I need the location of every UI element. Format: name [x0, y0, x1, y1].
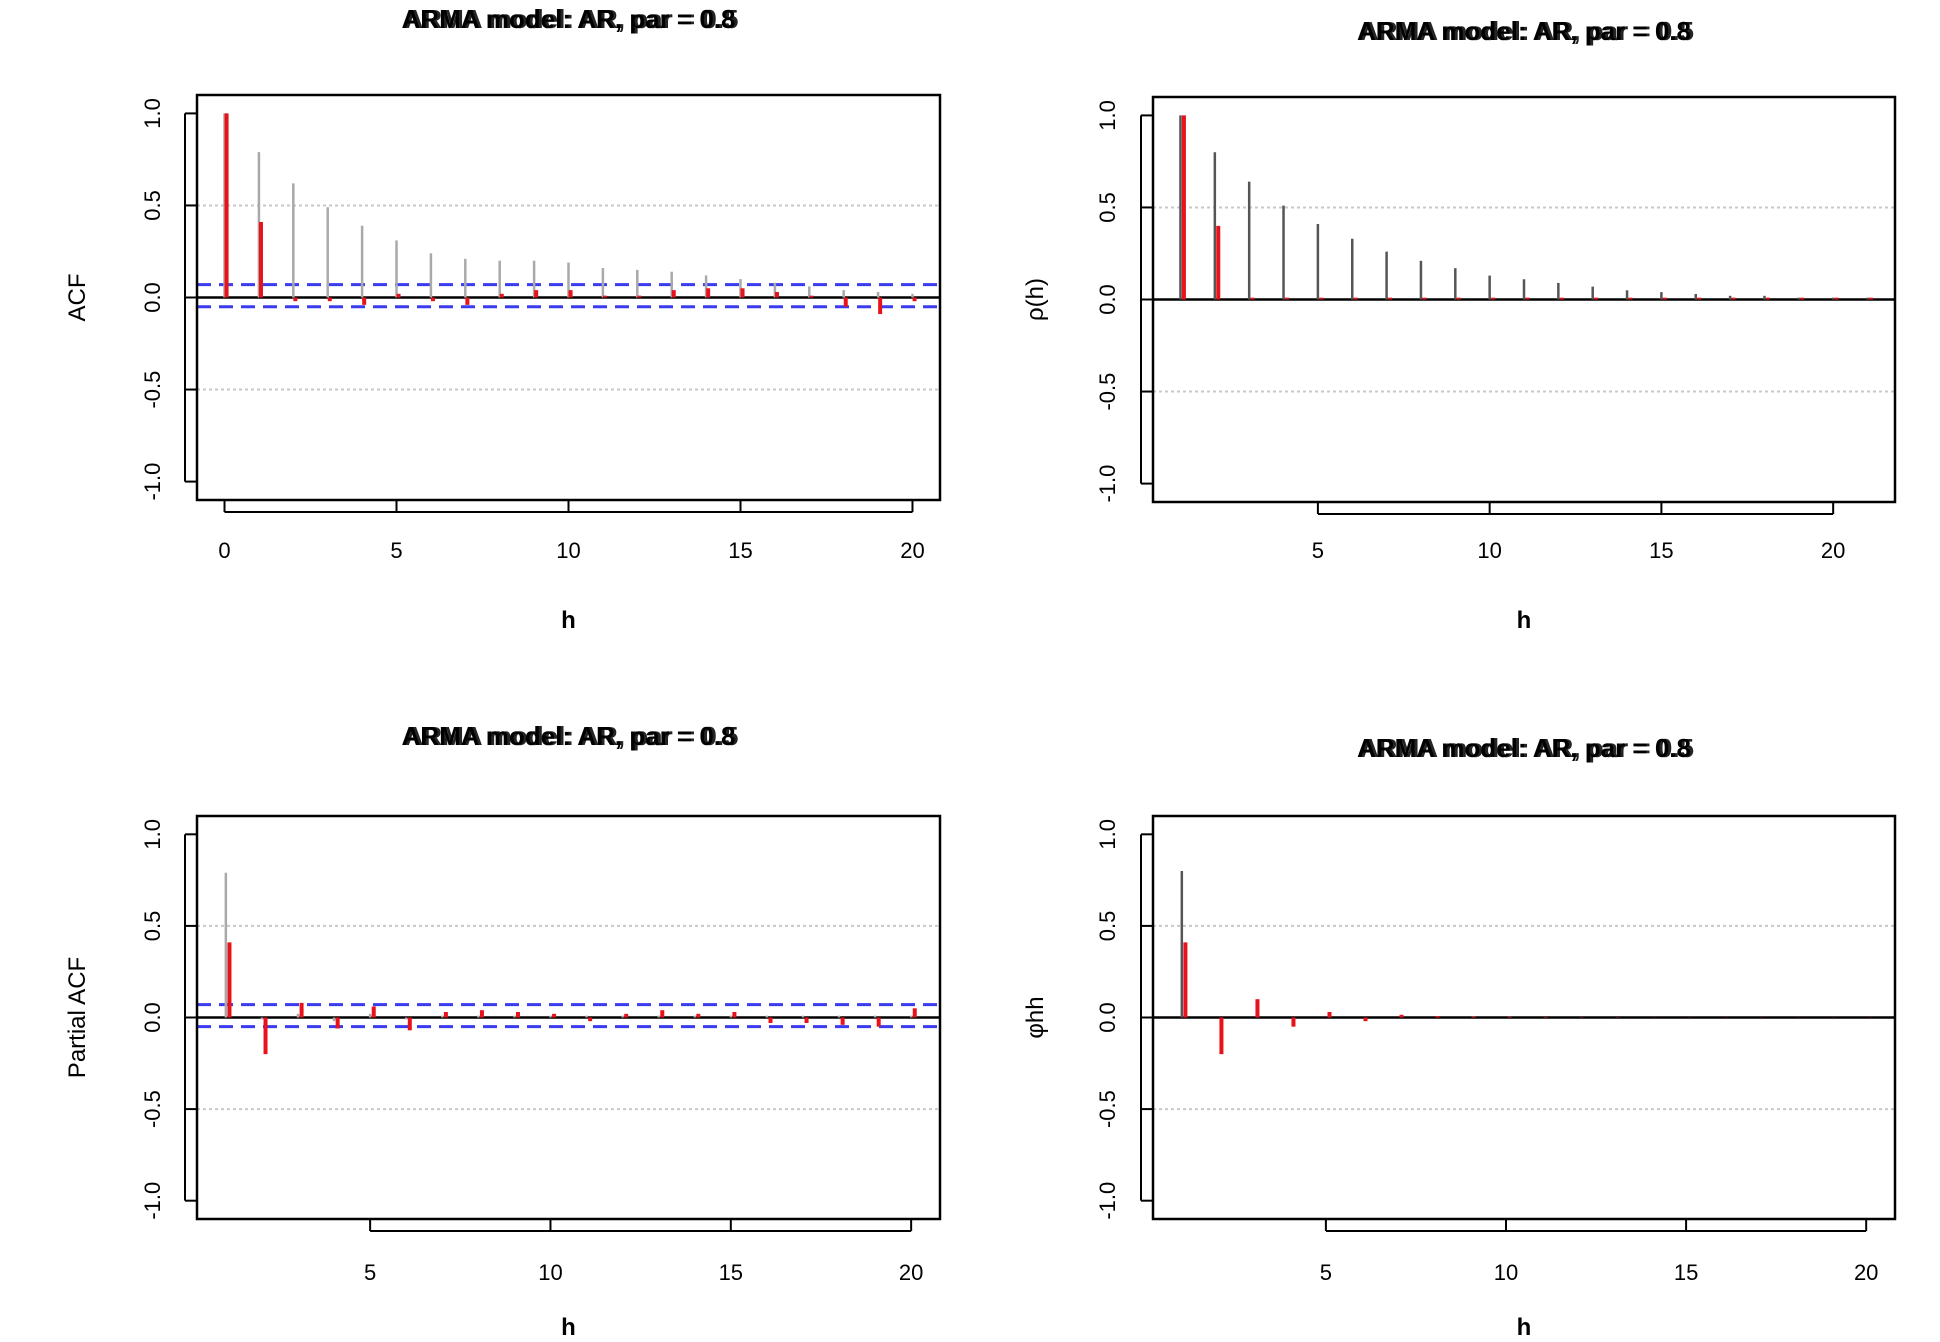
x-tick-label: 20 [899, 1260, 923, 1285]
y-tick-label: 1.0 [1095, 100, 1120, 131]
x-tick-label: 15 [1649, 538, 1673, 563]
x-axis-label: h [561, 607, 576, 634]
x-tick-label: 20 [1821, 538, 1845, 563]
x-axis-label: h [1517, 1314, 1532, 1341]
y-tick-label: 0.5 [1095, 911, 1120, 942]
x-tick-label: 5 [1312, 538, 1324, 563]
y-tick-label: 0.0 [1095, 1002, 1120, 1033]
chart-title-overlay: ARMA model: AR, par = 0.5 [405, 721, 739, 751]
x-axis-label: h [1517, 607, 1532, 634]
x-tick-label: 15 [728, 538, 752, 563]
y-axis-label: φhh [1022, 996, 1049, 1038]
chart-title-overlay: ARMA model: AR, par = 0.5 [1360, 16, 1694, 46]
chart-title: ARMA model: AR, par = 0.8 [1357, 733, 1691, 763]
y-axis-label: Partial ACF [64, 957, 91, 1078]
y-tick-label: 1.0 [140, 98, 165, 129]
x-axis-label: h [561, 1314, 576, 1341]
y-tick-label: -1.0 [1095, 1182, 1120, 1220]
y-tick-label: -0.5 [140, 371, 165, 409]
y-tick-label: 0.0 [140, 1002, 165, 1033]
y-tick-label: 0.5 [140, 911, 165, 942]
y-tick-label: -0.5 [140, 1090, 165, 1128]
y-tick-label: 1.0 [140, 819, 165, 850]
y-tick-label: -1.0 [140, 1182, 165, 1220]
y-axis-label: ACF [64, 274, 91, 322]
x-tick-label: 10 [538, 1260, 562, 1285]
chart-title: ARMA model: AR, par = 0.8 [1357, 16, 1691, 46]
y-tick-label: 1.0 [1095, 819, 1120, 850]
chart-title: ARMA model: AR, par = 0.8 [402, 721, 736, 751]
y-tick-label: -1.0 [1095, 465, 1120, 503]
chart-title-overlay: ARMA model: AR, par = 0.5 [1360, 733, 1694, 763]
x-tick-label: 10 [1477, 538, 1501, 563]
x-tick-label: 10 [1494, 1260, 1518, 1285]
chart-title: ARMA model: AR, par = 0.8 [402, 4, 736, 34]
y-tick-label: 0.0 [1095, 284, 1120, 315]
x-tick-label: 10 [556, 538, 580, 563]
y-axis-label: ρ(h) [1022, 278, 1049, 321]
x-tick-label: 5 [364, 1260, 376, 1285]
y-tick-label: 0.0 [140, 282, 165, 313]
x-tick-label: 20 [900, 538, 924, 563]
x-tick-label: 20 [1854, 1260, 1878, 1285]
x-tick-label: 5 [1320, 1260, 1332, 1285]
x-tick-label: 15 [1674, 1260, 1698, 1285]
x-tick-label: 15 [719, 1260, 743, 1285]
y-tick-label: -1.0 [140, 463, 165, 501]
y-tick-label: 0.5 [1095, 192, 1120, 223]
y-tick-label: -0.5 [1095, 1090, 1120, 1128]
y-tick-label: 0.5 [140, 190, 165, 221]
x-tick-label: 5 [390, 538, 402, 563]
x-tick-label: 0 [218, 538, 230, 563]
chart-title-overlay: ARMA model: AR, par = 0.5 [405, 4, 739, 34]
y-tick-label: -0.5 [1095, 373, 1120, 411]
